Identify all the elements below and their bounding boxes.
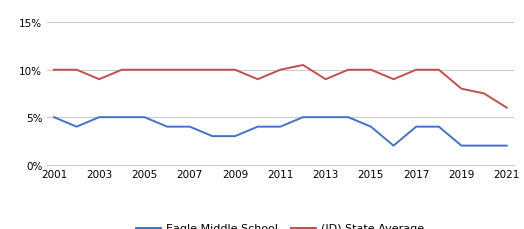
(ID) State Average xyxy=(73,69,80,72)
Eagle Middle School xyxy=(187,126,193,128)
Eagle Middle School xyxy=(390,145,397,147)
(ID) State Average xyxy=(164,69,170,72)
(ID) State Average xyxy=(390,79,397,81)
Eagle Middle School xyxy=(458,145,465,147)
(ID) State Average xyxy=(413,69,419,72)
(ID) State Average xyxy=(458,88,465,91)
(ID) State Average xyxy=(51,69,57,72)
Legend: Eagle Middle School, (ID) State Average: Eagle Middle School, (ID) State Average xyxy=(132,219,429,229)
Eagle Middle School xyxy=(164,126,170,128)
(ID) State Average xyxy=(232,69,238,72)
Eagle Middle School xyxy=(255,126,261,128)
Eagle Middle School xyxy=(413,126,419,128)
Eagle Middle School xyxy=(209,135,215,138)
Line: Eagle Middle School: Eagle Middle School xyxy=(54,118,507,146)
(ID) State Average xyxy=(300,64,306,67)
(ID) State Average xyxy=(481,93,487,95)
(ID) State Average xyxy=(435,69,442,72)
Eagle Middle School xyxy=(96,116,102,119)
(ID) State Average xyxy=(119,69,125,72)
(ID) State Average xyxy=(368,69,374,72)
Eagle Middle School xyxy=(141,116,148,119)
Eagle Middle School xyxy=(504,145,510,147)
(ID) State Average xyxy=(504,107,510,110)
Eagle Middle School xyxy=(119,116,125,119)
Eagle Middle School xyxy=(322,116,329,119)
Eagle Middle School xyxy=(73,126,80,128)
(ID) State Average xyxy=(322,79,329,81)
(ID) State Average xyxy=(209,69,215,72)
(ID) State Average xyxy=(345,69,352,72)
Eagle Middle School xyxy=(277,126,283,128)
Eagle Middle School xyxy=(51,116,57,119)
Eagle Middle School xyxy=(345,116,352,119)
Eagle Middle School xyxy=(481,145,487,147)
(ID) State Average xyxy=(255,79,261,81)
Eagle Middle School xyxy=(368,126,374,128)
(ID) State Average xyxy=(141,69,148,72)
Eagle Middle School xyxy=(435,126,442,128)
Eagle Middle School xyxy=(232,135,238,138)
(ID) State Average xyxy=(187,69,193,72)
Line: (ID) State Average: (ID) State Average xyxy=(54,66,507,108)
Eagle Middle School xyxy=(300,116,306,119)
(ID) State Average xyxy=(277,69,283,72)
(ID) State Average xyxy=(96,79,102,81)
